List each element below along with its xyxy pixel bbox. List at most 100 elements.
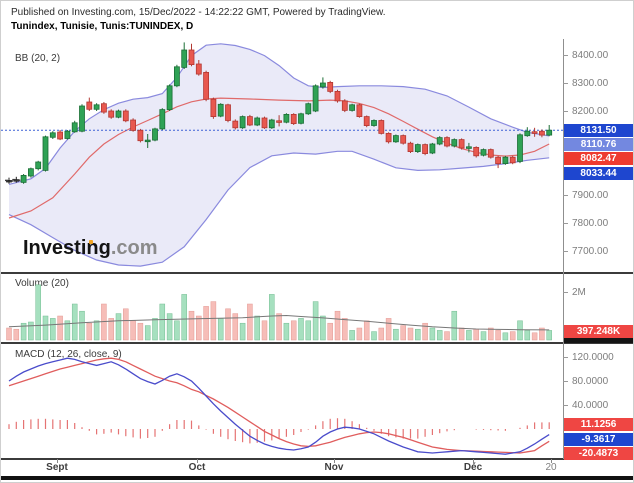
axis-tick-mark bbox=[563, 357, 568, 358]
volume-bar bbox=[269, 294, 275, 341]
volume-bar bbox=[546, 330, 552, 341]
x-axis-tick-mark bbox=[57, 459, 58, 463]
x-axis-tick-mark bbox=[551, 459, 552, 463]
volume-bar bbox=[363, 320, 370, 341]
candle-body bbox=[49, 132, 56, 138]
candle-body bbox=[458, 139, 465, 149]
x-axis-tick-mark bbox=[197, 459, 198, 463]
instrument-title: Tunindex, Tunisie, Tunis:TUNINDEX, D bbox=[11, 21, 194, 32]
volume-bar bbox=[495, 330, 501, 341]
bollinger-middle-line bbox=[8, 97, 550, 219]
x-axis-divider bbox=[1, 458, 633, 460]
axis-tick-label: 8300.00 bbox=[572, 77, 609, 89]
candle-body bbox=[290, 114, 297, 125]
axis-tick-mark bbox=[563, 111, 568, 112]
volume-axis-badge: 397.248K bbox=[564, 324, 633, 338]
volume-bar bbox=[159, 303, 166, 341]
axis-tick-label: 120.0000 bbox=[572, 351, 614, 363]
volume-bar bbox=[451, 310, 458, 341]
axis-tick-mark bbox=[563, 292, 568, 293]
candle-body bbox=[181, 49, 188, 68]
candle-body bbox=[392, 135, 399, 143]
candle-body bbox=[444, 137, 450, 147]
candle-body bbox=[298, 113, 304, 124]
candle-body bbox=[517, 134, 523, 162]
candle-body bbox=[531, 131, 538, 134]
axis-tick-label: 8200.00 bbox=[572, 105, 609, 117]
volume-bar bbox=[28, 321, 34, 341]
volume-bar bbox=[203, 306, 209, 341]
axis-tick-label: 40.0000 bbox=[572, 399, 609, 411]
volume-bar bbox=[436, 330, 443, 341]
candle-body bbox=[254, 117, 261, 126]
candle-body bbox=[203, 71, 210, 100]
bollinger-band-fill bbox=[9, 43, 550, 267]
axis-tick-label: 80.0000 bbox=[572, 375, 609, 387]
watermark-orange-dot-icon bbox=[89, 240, 93, 244]
axis-tick-label: 7900.00 bbox=[572, 189, 609, 201]
candle-body bbox=[407, 142, 414, 152]
volume-bar bbox=[356, 327, 363, 341]
candle-body bbox=[327, 82, 334, 92]
axis-tick-label: 2M bbox=[572, 286, 586, 298]
candle-body bbox=[261, 117, 268, 129]
macd-axis-badge: -9.3617 bbox=[564, 432, 633, 446]
volume-bar bbox=[6, 327, 12, 341]
volume-bar bbox=[517, 320, 523, 341]
volume-bar bbox=[342, 318, 348, 341]
candle-body bbox=[217, 103, 224, 117]
candle-body bbox=[385, 133, 392, 143]
volume-bar bbox=[232, 313, 239, 341]
candle-body bbox=[371, 120, 377, 126]
volume-bar bbox=[13, 328, 20, 341]
candle-body bbox=[159, 109, 166, 130]
axis-tick-label: 8400.00 bbox=[572, 49, 609, 61]
volume-bar bbox=[93, 320, 100, 341]
published-line: Published on Investing.com, 15/Dec/2022 … bbox=[11, 7, 386, 18]
volume-bar bbox=[71, 303, 78, 341]
candle-body bbox=[166, 85, 173, 110]
candle-body bbox=[422, 144, 429, 154]
volume-bar bbox=[196, 315, 202, 341]
macd-axis-badge: 11.1256 bbox=[564, 417, 633, 431]
candle-body bbox=[502, 156, 509, 164]
x-axis-label: Nov bbox=[324, 462, 344, 473]
candle-body bbox=[465, 146, 472, 149]
axis-tick-mark bbox=[563, 405, 568, 406]
volume-bar bbox=[276, 313, 282, 341]
volume-bar bbox=[320, 315, 326, 341]
x-axis-label: Déc bbox=[463, 462, 483, 473]
candle-body bbox=[232, 120, 239, 129]
volume-bar bbox=[247, 303, 253, 341]
volume-bar bbox=[174, 320, 180, 341]
candle-body bbox=[480, 149, 487, 156]
price-axis-badge: 8082.47 bbox=[564, 151, 633, 165]
volume-bar bbox=[531, 332, 538, 341]
candle-body bbox=[93, 104, 100, 110]
macd-chart bbox=[8, 357, 550, 455]
candle-body bbox=[305, 103, 312, 115]
x-axis-label: Oct bbox=[188, 462, 206, 473]
volume-bar bbox=[371, 331, 377, 341]
volume-bar bbox=[466, 330, 472, 341]
volume-bar bbox=[473, 328, 479, 341]
candle-body bbox=[210, 98, 217, 118]
candle-body bbox=[539, 130, 545, 136]
volume-bar bbox=[86, 322, 93, 341]
candle-body bbox=[122, 110, 129, 122]
candle-body bbox=[473, 147, 480, 157]
volume-bar bbox=[305, 320, 312, 341]
volume-bar bbox=[64, 320, 71, 341]
volume-bar bbox=[429, 327, 436, 341]
x-axis-tick-mark bbox=[473, 459, 474, 463]
volume-bar bbox=[20, 322, 27, 341]
price-chart bbox=[1, 42, 563, 267]
volume-bar bbox=[539, 327, 545, 341]
price-axis-badge: 8033.44 bbox=[564, 166, 633, 180]
candle-body bbox=[429, 143, 436, 154]
investing-watermark: Investing.com bbox=[23, 237, 158, 260]
bottom-border-bar bbox=[1, 476, 633, 480]
volume-bar bbox=[210, 301, 217, 341]
candle-body bbox=[239, 116, 246, 129]
volume-bar bbox=[130, 320, 136, 341]
